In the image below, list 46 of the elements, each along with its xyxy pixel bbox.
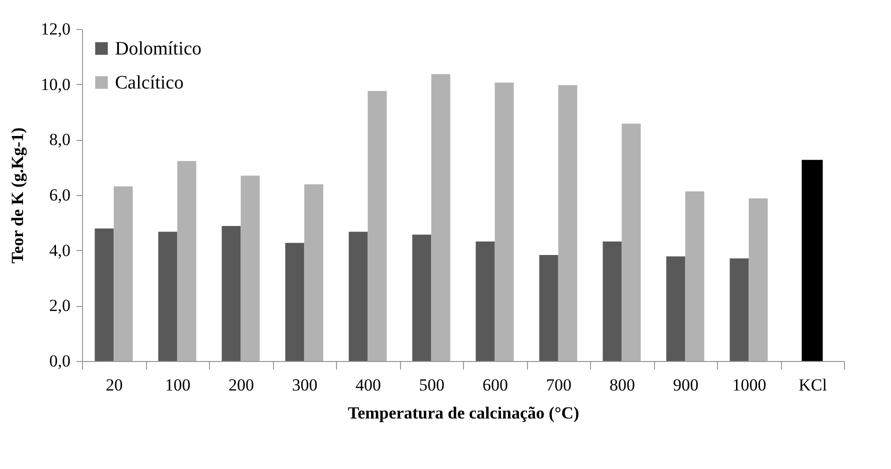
x-tick-label: 900 [673,376,698,394]
bar [558,85,578,361]
bar [348,232,368,361]
bar [431,74,450,361]
x-tick-label: 20 [106,376,123,394]
x-tick-label: 200 [228,376,254,394]
bar [730,258,749,361]
bar [240,176,260,361]
bar [622,124,641,361]
bar [222,226,241,361]
legend-label: Dolomítico [115,38,202,60]
x-tick-label: KCl [798,376,828,394]
x-tick-label: 700 [546,376,572,394]
bar [285,242,304,361]
bar [802,160,823,361]
y-tick-label: 8,0 [49,130,70,150]
bar [412,234,432,361]
bar [685,191,704,361]
legend-label: Calcítico [115,72,184,94]
bar [666,256,686,361]
y-tick-label: 4,0 [49,240,70,260]
x-tick-label: 800 [610,376,635,394]
y-tick-label: 12,0 [40,20,70,38]
y-tick-label: 2,0 [49,296,70,316]
bar [368,90,387,361]
bar [114,186,133,361]
x-tick-label: 500 [419,376,444,394]
bar [539,255,558,361]
bar [94,228,114,361]
bar [158,232,178,361]
y-tick-label: 10,0 [40,74,70,94]
y-tick-label: 6,0 [49,186,70,204]
bar [494,82,514,361]
bar [748,198,768,361]
y-tick-label: 0,0 [49,352,70,370]
x-tick-label: 400 [356,376,381,394]
x-tick-label: 600 [482,376,508,394]
bar [476,241,495,361]
y-axis-title: Teor de K (g.Kg-1) [8,128,27,264]
bar [177,160,196,361]
bar [602,241,622,361]
bar [304,184,324,361]
x-axis-title: Temperatura de calcinação (°C) [348,404,580,422]
x-tick-label: 1000 [732,376,766,394]
x-tick-label: 100 [165,376,190,394]
x-tick-label: 300 [292,376,318,394]
